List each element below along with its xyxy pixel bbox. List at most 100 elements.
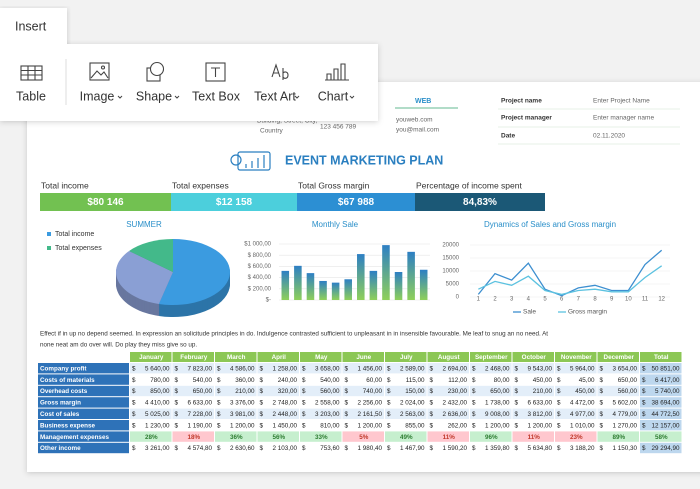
- cell-bg: [257, 397, 299, 408]
- y-tick-label: $1 000,00: [244, 242, 271, 248]
- currency: $: [345, 411, 349, 418]
- cell: 18%: [187, 434, 200, 441]
- cell-bg: [172, 442, 214, 454]
- cell-bg: [555, 385, 597, 397]
- bar: [331, 282, 340, 300]
- header-cell: [215, 352, 257, 362]
- cell: 360,00: [235, 377, 255, 384]
- bar: [306, 273, 315, 300]
- cell-bg: [512, 431, 554, 442]
- currency: $: [430, 388, 434, 395]
- cell-bg: [597, 397, 639, 408]
- row-label-bg: [38, 397, 129, 408]
- cell: 7 823,00: [187, 365, 212, 372]
- x-tick-label: 2: [493, 297, 497, 303]
- button[interactable]: Image: [80, 89, 115, 103]
- cell: 45,00: [579, 377, 595, 384]
- cell: 2 563,00: [400, 411, 425, 418]
- x-tick-label: 9: [610, 297, 614, 303]
- tab[interactable]: Insert: [15, 19, 47, 33]
- cell-bg: [640, 431, 682, 442]
- cell-bg: [300, 363, 342, 374]
- field-label: Project name: [501, 98, 542, 105]
- currency: $: [132, 422, 136, 429]
- currency: $: [260, 422, 264, 429]
- cell: 450,00: [533, 377, 553, 384]
- currency: $: [345, 365, 349, 372]
- column-header: December: [604, 354, 635, 361]
- cell-bg: [300, 374, 342, 385]
- paragraph: Effect if in up no depend seemed. In exp…: [40, 331, 548, 338]
- cell: 3 658,00: [315, 365, 340, 372]
- column-header: February: [180, 354, 207, 361]
- cell-bg: [130, 374, 172, 385]
- cell: 5 964,00: [570, 365, 595, 372]
- cell-bg: [257, 363, 299, 374]
- currency: $: [302, 365, 306, 372]
- currency: $: [600, 422, 604, 429]
- currency: $: [175, 411, 179, 418]
- cell: 4 779,00: [612, 411, 637, 418]
- cell-bg: [257, 420, 299, 431]
- cell-bg: [427, 385, 469, 397]
- button[interactable]: Chart: [318, 89, 349, 103]
- x-tick-label: 12: [658, 297, 665, 303]
- column-header: Total: [654, 354, 669, 361]
- cell-bg: [130, 442, 172, 454]
- cell: 2 024,00: [400, 400, 425, 407]
- cell-bg: [640, 408, 682, 419]
- cell: 36%: [230, 434, 243, 441]
- cell: 1 980,40: [357, 445, 382, 452]
- cell: 855,00: [405, 422, 425, 429]
- button[interactable]: Text Box: [192, 89, 241, 103]
- row-label: Overhead costs: [40, 388, 88, 395]
- cell: 2 636,00: [442, 411, 467, 418]
- line: [478, 265, 663, 296]
- cell: 1 738,00: [485, 400, 510, 407]
- currency: $: [642, 411, 646, 418]
- currency: $: [557, 400, 561, 407]
- currency: $: [472, 400, 476, 407]
- currency: $: [515, 411, 519, 418]
- phone: 123 456 789: [320, 124, 357, 131]
- y-tick-label: 20000: [442, 243, 459, 249]
- cell-bg: [385, 363, 427, 374]
- cell-bg: [512, 408, 554, 419]
- x-tick-label: 3: [510, 297, 514, 303]
- button[interactable]: Shape: [136, 89, 172, 103]
- button[interactable]: Text Art: [254, 89, 296, 103]
- cell-bg: [300, 408, 342, 419]
- cell: 650,00: [490, 388, 510, 395]
- cell-bg: [257, 408, 299, 419]
- kpi-label: Total Gross margin: [298, 180, 370, 190]
- column-header: November: [561, 354, 592, 361]
- cell: 5 740,00: [655, 388, 680, 395]
- cell: 80,00: [494, 377, 510, 384]
- cell-bg: [555, 363, 597, 374]
- cell-bg: [215, 385, 257, 397]
- cell-bg: [257, 442, 299, 454]
- y-tick-label: 0: [456, 295, 460, 301]
- currency: $: [260, 411, 264, 418]
- currency: $: [132, 365, 136, 372]
- currency: $: [345, 388, 349, 395]
- cell: 12 157,00: [651, 422, 680, 429]
- cell-bg: [300, 420, 342, 431]
- cell: 2 630,60: [230, 445, 255, 452]
- cell-bg: [597, 408, 639, 419]
- y-tick-label: $ 800,00: [248, 253, 272, 259]
- currency: $: [302, 388, 306, 395]
- cell: 560,00: [618, 388, 638, 395]
- button[interactable]: Table: [16, 89, 46, 103]
- cell: 4 586,00: [230, 365, 255, 372]
- bar: [369, 270, 378, 300]
- currency: $: [472, 365, 476, 372]
- cell: 60,00: [366, 377, 382, 384]
- currency: $: [557, 445, 561, 452]
- cell: 3 654,00: [612, 365, 637, 372]
- currency: $: [515, 377, 519, 384]
- cell-bg: [555, 374, 597, 385]
- currency: $: [642, 365, 646, 372]
- cell-bg: [470, 385, 512, 397]
- address: Building, Street, City,: [257, 118, 317, 125]
